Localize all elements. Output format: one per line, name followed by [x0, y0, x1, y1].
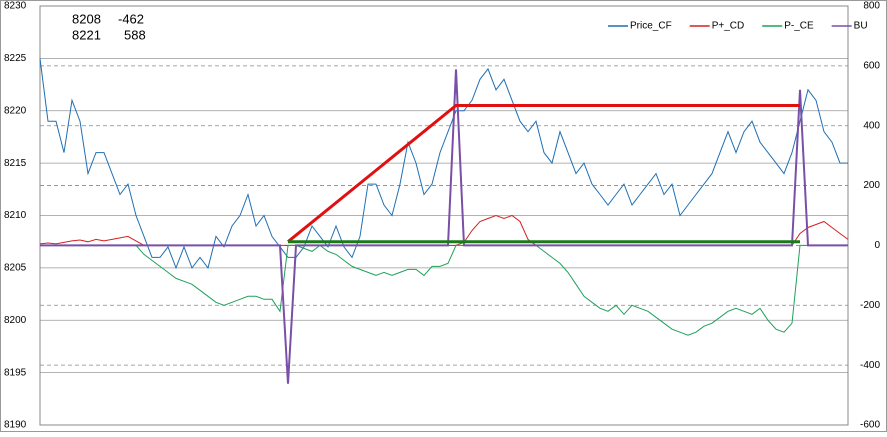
legend-label: Price_CF	[630, 21, 672, 32]
y2-tick-label: -600	[860, 420, 880, 431]
y-tick-label: 8190	[4, 420, 27, 431]
plot-area	[39, 5, 849, 426]
y-tick-label: 8210	[4, 210, 27, 221]
info-text: 588	[124, 27, 146, 42]
y2-tick-label: 600	[863, 60, 880, 71]
y-tick-label: 8220	[4, 105, 27, 116]
y2-tick-label: 800	[863, 1, 880, 12]
info-text: 8221	[72, 27, 101, 42]
info-text: -462	[118, 11, 144, 26]
series-line	[39, 58, 848, 270]
y-tick-label: 8215	[4, 158, 27, 169]
series-line	[40, 69, 848, 384]
y2-tick-label: 0	[874, 240, 880, 251]
y-tick-label: 8230	[4, 1, 27, 12]
y2-tick-label: 200	[863, 180, 880, 191]
series-line	[40, 244, 848, 336]
legend-label: P+_CD	[712, 21, 745, 32]
y2-tick-label: -200	[860, 300, 880, 311]
y2-tick-label: 400	[863, 120, 880, 131]
y-tick-label: 8195	[4, 367, 27, 378]
y-tick-label: 8225	[4, 53, 27, 64]
y2-tick-label: -400	[860, 360, 880, 371]
y-tick-label: 8205	[4, 263, 27, 274]
y-tick-label: 8200	[4, 315, 27, 326]
info-text: 8208	[72, 11, 101, 26]
trend-line	[287, 104, 800, 243]
legend-label: P-_CE	[784, 21, 814, 32]
legend-label: BU	[854, 21, 868, 32]
